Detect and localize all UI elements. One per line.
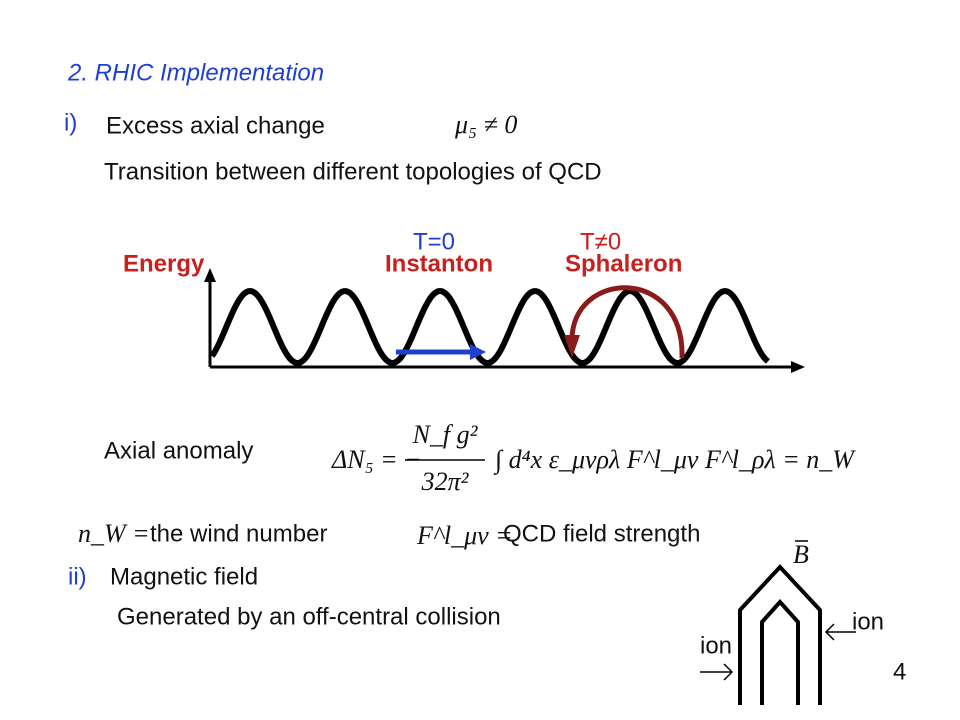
label: Instanton <box>385 250 493 277</box>
page-number: 4 <box>893 658 906 685</box>
text-line: Generated by an off-central collision <box>117 603 501 630</box>
potential-curve <box>209 287 770 367</box>
arrowhead <box>723 663 734 681</box>
formula: F^l_μν = <box>416 521 513 550</box>
heading: 2. RHIC Implementation <box>67 59 324 86</box>
arrowhead <box>470 344 486 360</box>
formula: n_W = <box>78 519 150 548</box>
section-marker: i) <box>64 109 77 136</box>
formula: 32π² <box>421 467 470 496</box>
arrowhead <box>791 361 805 373</box>
arrowhead <box>204 268 216 282</box>
field-arrow <box>738 564 822 705</box>
label: ion <box>700 632 732 659</box>
arrowhead <box>564 335 580 358</box>
label: ion <box>852 608 884 635</box>
label: Sphaleron <box>565 250 682 277</box>
field-arrow <box>760 599 800 705</box>
formula: μ₅ ≠ 0 <box>454 110 517 139</box>
label: Energy <box>123 250 205 277</box>
text-line: QCD field strength <box>503 520 700 547</box>
formula: N_f g² <box>412 420 479 449</box>
text-line: Transition between different topologies … <box>104 158 602 185</box>
text-line: the wind number <box>150 520 327 547</box>
label: T≠0 <box>580 228 621 255</box>
text-line: Axial anomaly <box>104 437 253 464</box>
energy-diagram: Energy T=0 Instanton T≠0 Sphaleron <box>123 228 805 373</box>
arrowhead <box>824 623 835 641</box>
section-title: Excess axial change <box>106 112 325 139</box>
label: T=0 <box>413 228 455 255</box>
label: B <box>793 540 809 569</box>
formula: ∫ d⁴x ε_μνρλ F^l_μν F^l_ρλ = n_W <box>493 445 856 475</box>
magnet-diagram: B ion ion <box>700 540 884 705</box>
section-title: Magnetic field <box>110 563 258 590</box>
sphaleron-arc <box>569 285 685 359</box>
section-marker: ii) <box>68 563 87 590</box>
